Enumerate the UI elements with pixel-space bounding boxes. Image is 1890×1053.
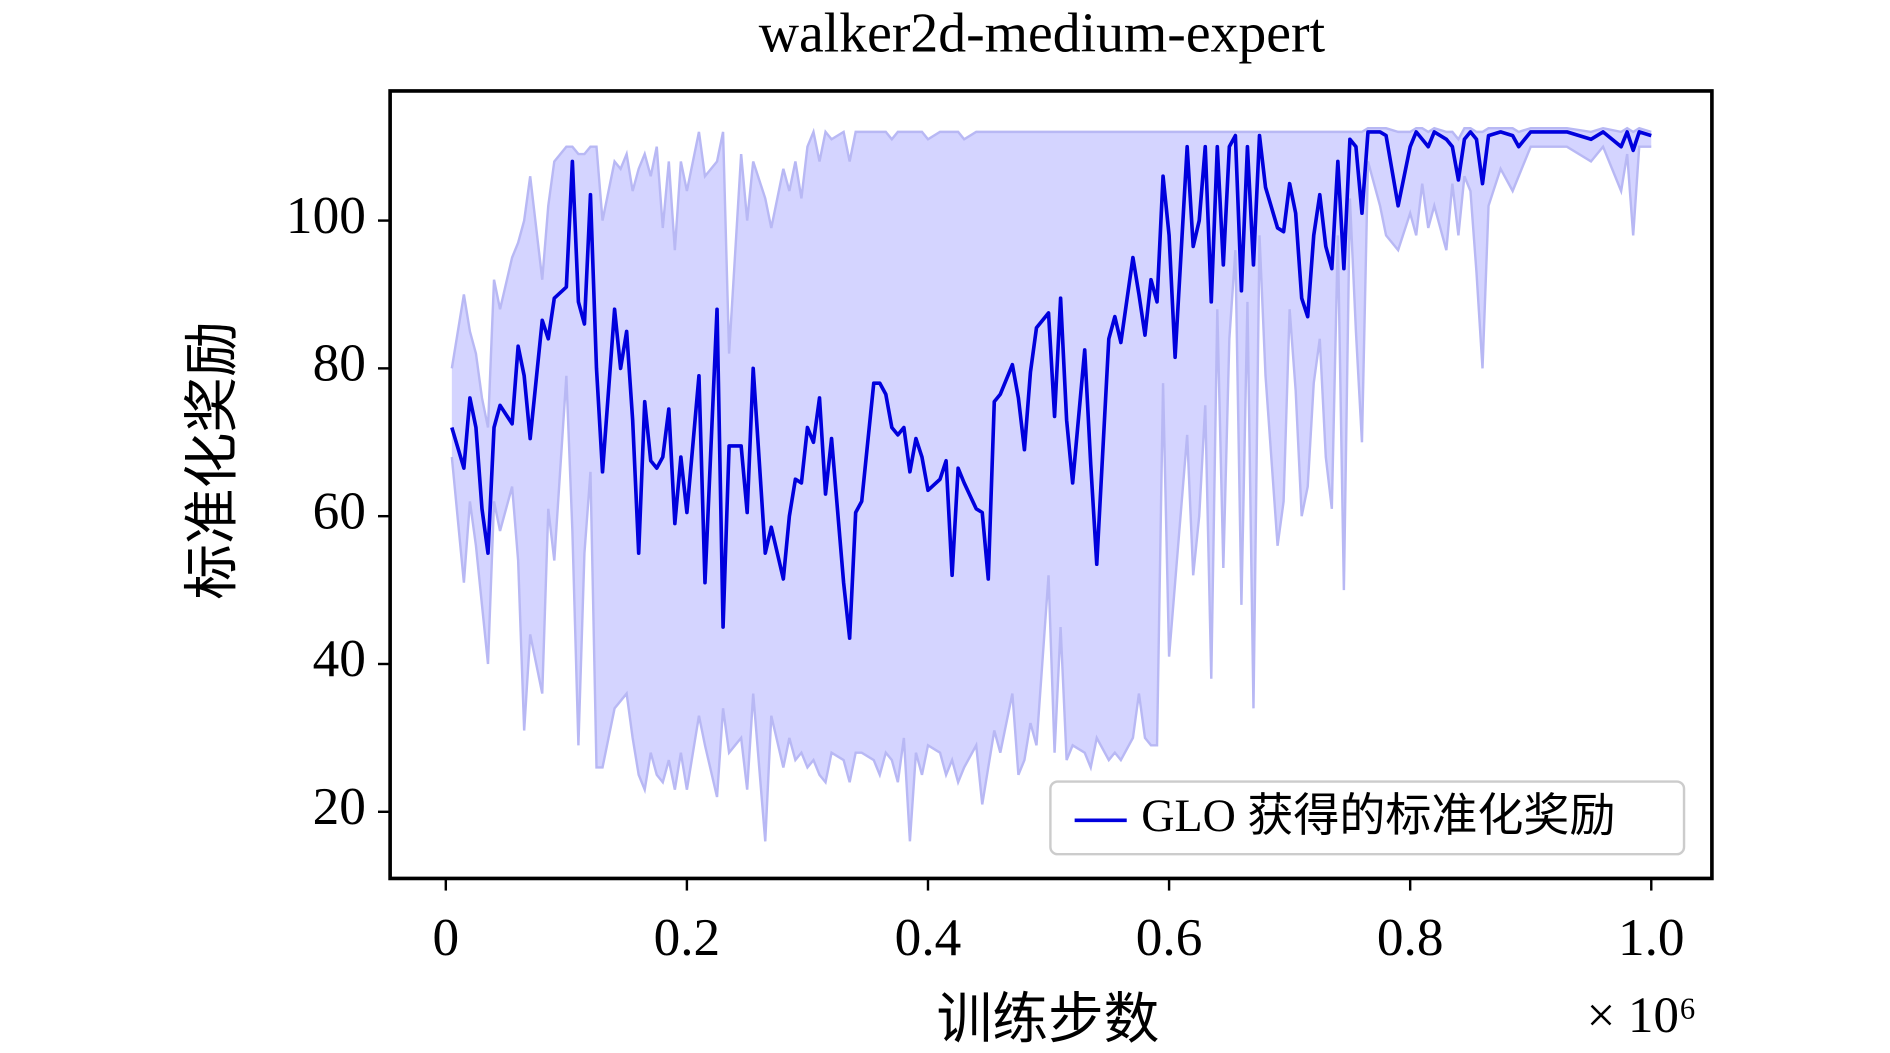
mean-line xyxy=(450,130,1652,640)
y-tick-label: 100 xyxy=(286,186,366,245)
x-tick-label: 0.4 xyxy=(895,908,962,967)
band-edge xyxy=(450,144,1652,842)
y-tick-label: 20 xyxy=(313,777,366,836)
x-tick-label: 0.8 xyxy=(1377,908,1444,967)
y-tick-label: 80 xyxy=(313,334,366,393)
x-tick-label: 0.6 xyxy=(1136,908,1203,967)
y-tick-label: 40 xyxy=(313,629,366,688)
y-tick-label: 60 xyxy=(313,481,366,540)
x-tick-label: 1.0 xyxy=(1618,908,1685,967)
plot-frame xyxy=(388,89,1714,881)
legend-label: GLO 获得的标准化奖励 xyxy=(1141,790,1615,841)
x-axis-multiplier: × 10⁶ xyxy=(1587,988,1697,1044)
chart-title: walker2d-medium-expert xyxy=(759,3,1326,65)
plot-area xyxy=(450,126,1652,842)
band-edge xyxy=(450,126,1652,428)
x-tick-label: 0 xyxy=(432,908,459,967)
y-axis-label: 标准化奖励 xyxy=(182,321,244,600)
legend-box xyxy=(1049,780,1686,856)
confidence-band xyxy=(451,128,1652,842)
x-axis-label: 训练步数 xyxy=(937,989,1160,1051)
x-tick-label: 0.2 xyxy=(654,908,721,967)
